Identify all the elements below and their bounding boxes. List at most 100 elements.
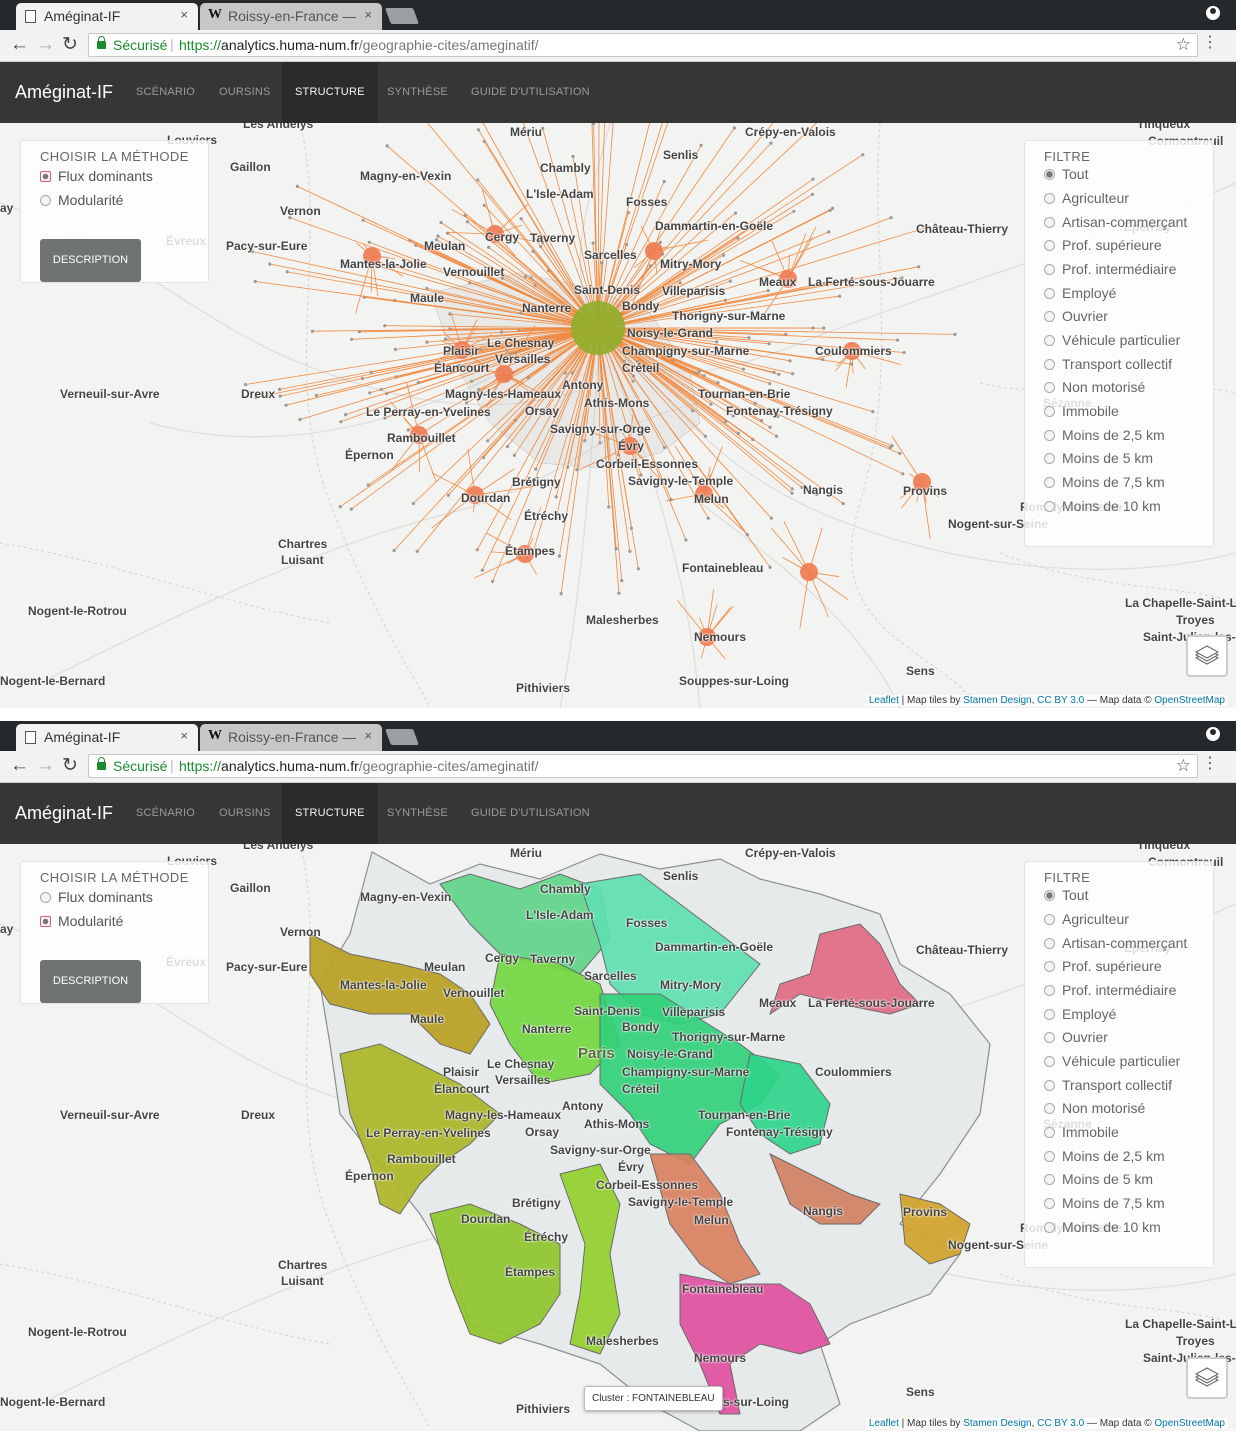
leaflet-link[interactable]: Leaflet — [868, 1418, 899, 1429]
filter-option[interactable]: Non motorisé — [1044, 379, 1145, 395]
profile-icon[interactable] — [1206, 727, 1220, 741]
filter-option[interactable]: Agriculteur — [1044, 911, 1129, 927]
leaflet-link[interactable]: Leaflet — [868, 695, 899, 706]
filter-option[interactable]: Moins de 7,5 km — [1044, 474, 1165, 490]
filter-option[interactable]: Prof. intermédiaire — [1044, 261, 1176, 277]
reload-icon[interactable]: ↻ — [62, 34, 78, 55]
radio-flux-dominants[interactable]: Flux dominants — [40, 889, 153, 905]
filter-option[interactable]: Moins de 5 km — [1044, 450, 1153, 466]
close-tab-icon[interactable]: × — [180, 728, 188, 743]
tab-roissy[interactable]: W Roissy-en-France — × — [200, 3, 382, 30]
radio-indicator[interactable] — [1044, 264, 1055, 275]
filter-option[interactable]: Employé — [1044, 1006, 1116, 1022]
forward-arrow-icon[interactable]: → — [36, 34, 55, 55]
star-icon[interactable]: ☆ — [1175, 35, 1191, 54]
filter-option[interactable]: Véhicule particulier — [1044, 332, 1180, 348]
filter-option[interactable]: Moins de 7,5 km — [1044, 1195, 1165, 1211]
filter-option[interactable]: Moins de 10 km — [1044, 498, 1161, 514]
tab-ameginat[interactable]: Améginat-IF × — [16, 724, 198, 751]
layers-button[interactable] — [1186, 1357, 1228, 1399]
filter-option[interactable]: Prof. supérieure — [1044, 958, 1162, 974]
kebab-menu-icon[interactable]: ⋮ — [1202, 34, 1218, 51]
radio-indicator[interactable] — [40, 892, 51, 903]
radio-indicator[interactable] — [1044, 501, 1055, 512]
radio-indicator[interactable] — [1044, 1009, 1055, 1020]
radio-indicator[interactable] — [1044, 169, 1055, 180]
nav-oursins[interactable]: OURSINS — [219, 86, 271, 98]
cc-link[interactable]: CC BY 3.0 — [1037, 1418, 1085, 1429]
filter-option[interactable]: Ouvrier — [1044, 1029, 1108, 1045]
filter-option[interactable]: Agriculteur — [1044, 190, 1129, 206]
reload-icon[interactable]: ↻ — [62, 755, 78, 776]
back-arrow-icon[interactable]: ← — [10, 755, 29, 776]
filter-option[interactable]: Moins de 2,5 km — [1044, 427, 1165, 443]
radio-indicator[interactable] — [1044, 335, 1055, 346]
radio-indicator[interactable] — [1044, 359, 1055, 370]
url-field[interactable]: Sécurisé | https://analytics.huma-num.fr… — [88, 754, 1198, 778]
filter-option[interactable]: Tout — [1044, 166, 1088, 182]
filter-option[interactable]: Tout — [1044, 887, 1088, 903]
radio-indicator[interactable] — [1044, 1174, 1055, 1185]
map-view[interactable]: Les AndelysLouviersGaillonVernonPacy-sur… — [0, 123, 1236, 708]
radio-modularite[interactable]: Modularité — [40, 192, 123, 208]
radio-indicator[interactable] — [1044, 288, 1055, 299]
stamen-link[interactable]: Stamen Design — [963, 695, 1032, 706]
radio-indicator[interactable] — [1044, 1127, 1055, 1138]
close-tab-icon[interactable]: × — [364, 7, 372, 22]
nav-synthese[interactable]: SYNTHÈSE — [387, 807, 448, 819]
radio-indicator[interactable] — [1044, 311, 1055, 322]
close-tab-icon[interactable]: × — [180, 7, 188, 22]
stamen-link[interactable]: Stamen Design — [963, 1418, 1032, 1429]
app-brand[interactable]: Améginat-IF — [15, 82, 114, 102]
map-view[interactable]: Les AndelysLouviersGaillonVernonPacy-sur… — [0, 844, 1236, 1431]
nav-scenario[interactable]: SCÉNARIO — [136, 807, 196, 819]
radio-indicator[interactable] — [1044, 1222, 1055, 1233]
radio-indicator[interactable] — [1044, 406, 1055, 417]
radio-indicator[interactable] — [1044, 430, 1055, 441]
filter-option[interactable]: Immobile — [1044, 403, 1119, 419]
radio-indicator[interactable] — [1044, 961, 1055, 972]
radio-modularite[interactable]: Modularité — [40, 913, 123, 929]
radio-indicator[interactable] — [1044, 1056, 1055, 1067]
filter-option[interactable]: Transport collectif — [1044, 1077, 1172, 1093]
radio-indicator[interactable] — [40, 916, 51, 927]
filter-option[interactable]: Prof. supérieure — [1044, 237, 1162, 253]
tab-ameginat[interactable]: Améginat-IF × — [16, 3, 198, 30]
tab-roissy[interactable]: W Roissy-en-France — × — [200, 724, 382, 751]
nav-guide[interactable]: GUIDE D'UTILISATION — [471, 807, 590, 819]
radio-indicator[interactable] — [1044, 1103, 1055, 1114]
filter-option[interactable]: Véhicule particulier — [1044, 1053, 1180, 1069]
profile-icon[interactable] — [1206, 6, 1220, 20]
radio-indicator[interactable] — [1044, 938, 1055, 949]
filter-option[interactable]: Moins de 5 km — [1044, 1171, 1153, 1187]
filter-option[interactable]: Transport collectif — [1044, 356, 1172, 372]
radio-indicator[interactable] — [1044, 1080, 1055, 1091]
new-tab-button[interactable] — [385, 729, 419, 745]
new-tab-button[interactable] — [385, 8, 419, 24]
radio-indicator[interactable] — [1044, 382, 1055, 393]
filter-option[interactable]: Ouvrier — [1044, 308, 1108, 324]
radio-indicator[interactable] — [1044, 890, 1055, 901]
filter-option[interactable]: Moins de 10 km — [1044, 1219, 1161, 1235]
radio-indicator[interactable] — [1044, 193, 1055, 204]
filter-option[interactable]: Moins de 2,5 km — [1044, 1148, 1165, 1164]
radio-indicator[interactable] — [40, 195, 51, 206]
star-icon[interactable]: ☆ — [1175, 756, 1191, 775]
filter-option[interactable]: Employé — [1044, 285, 1116, 301]
radio-indicator[interactable] — [40, 171, 51, 182]
forward-arrow-icon[interactable]: → — [36, 755, 55, 776]
nav-structure[interactable]: STRUCTURE — [282, 62, 378, 123]
description-button[interactable]: DESCRIPTION — [40, 239, 141, 282]
radio-indicator[interactable] — [1044, 914, 1055, 925]
filter-option[interactable]: Prof. intermédiaire — [1044, 982, 1176, 998]
nav-structure[interactable]: STRUCTURE — [282, 783, 378, 844]
nav-scenario[interactable]: SCÉNARIO — [136, 86, 196, 98]
cc-link[interactable]: CC BY 3.0 — [1037, 695, 1085, 706]
osm-link[interactable]: OpenStreetMap — [1154, 1418, 1225, 1429]
filter-option[interactable]: Non motorisé — [1044, 1100, 1145, 1116]
nav-guide[interactable]: GUIDE D'UTILISATION — [471, 86, 590, 98]
close-tab-icon[interactable]: × — [364, 728, 372, 743]
radio-indicator[interactable] — [1044, 477, 1055, 488]
description-button[interactable]: DESCRIPTION — [40, 960, 141, 1003]
url-field[interactable]: Sécurisé | https://analytics.huma-num.fr… — [88, 33, 1198, 57]
